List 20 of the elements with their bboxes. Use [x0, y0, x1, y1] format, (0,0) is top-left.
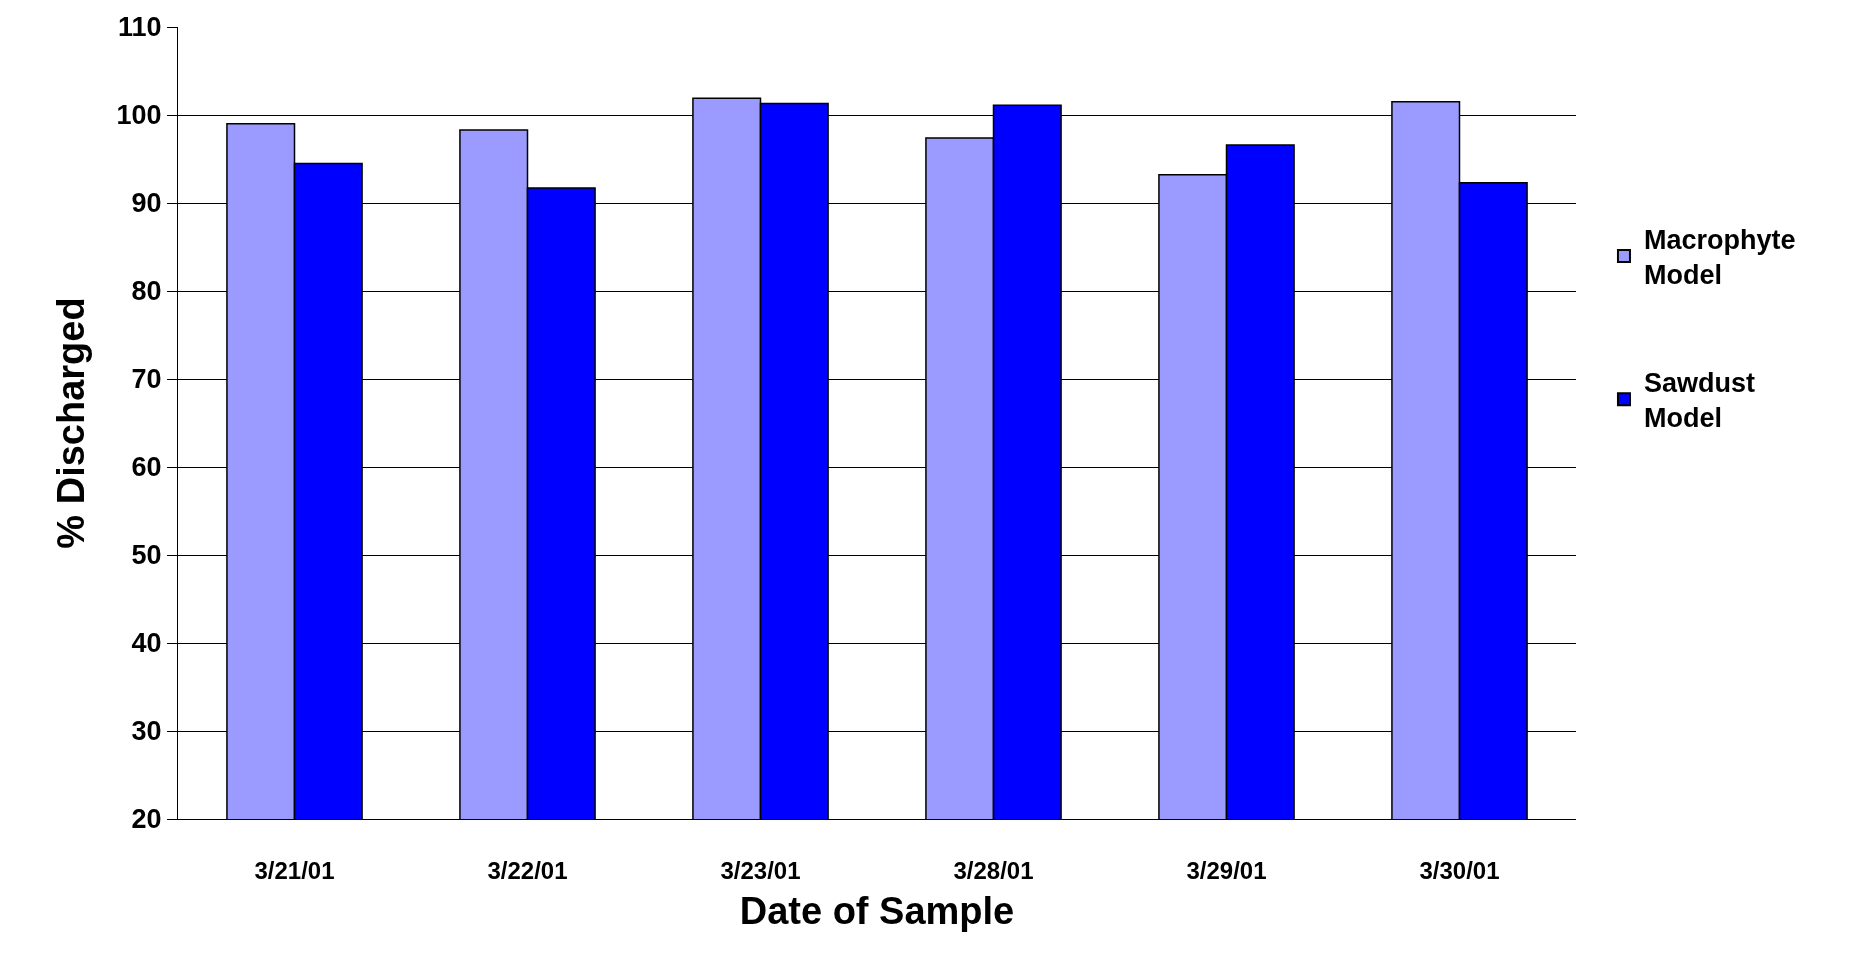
- y-tick-label: 40: [131, 628, 162, 659]
- legend-label: Sawdust Model: [1643, 368, 1755, 434]
- legend-label: Macrophyte Model: [1643, 225, 1796, 291]
- y-tick-label: 20: [131, 804, 162, 835]
- y-tick-label: 110: [118, 12, 162, 43]
- x-tick-label: 3/23/01: [720, 856, 801, 884]
- y-tick-label: 100: [116, 100, 162, 131]
- y-tick-label: 70: [131, 364, 162, 395]
- x-axis-title: Date of Sample: [739, 889, 1015, 932]
- x-tick-label: 3/29/01: [1186, 856, 1267, 884]
- x-tick-label: 3/21/01: [254, 856, 335, 884]
- y-axis-title: % Discharged: [49, 297, 92, 549]
- x-tick-label: 3/28/01: [953, 856, 1034, 884]
- y-tick-label: 90: [131, 188, 162, 219]
- x-tick-label: 3/30/01: [1419, 856, 1500, 884]
- y-tick-label: 60: [131, 452, 162, 483]
- y-tick-label: 50: [131, 540, 162, 571]
- y-tick-label: 80: [131, 276, 162, 307]
- y-tick-label: 30: [131, 716, 162, 747]
- x-tick-label: 3/22/01: [487, 856, 568, 884]
